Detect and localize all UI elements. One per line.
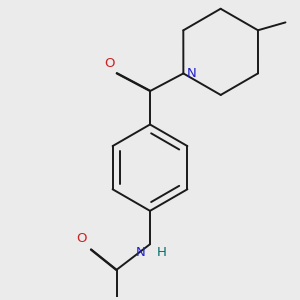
Text: H: H — [157, 246, 167, 259]
Text: O: O — [104, 57, 115, 70]
Text: O: O — [77, 232, 87, 245]
Text: N: N — [136, 246, 145, 259]
Text: N: N — [187, 67, 196, 80]
